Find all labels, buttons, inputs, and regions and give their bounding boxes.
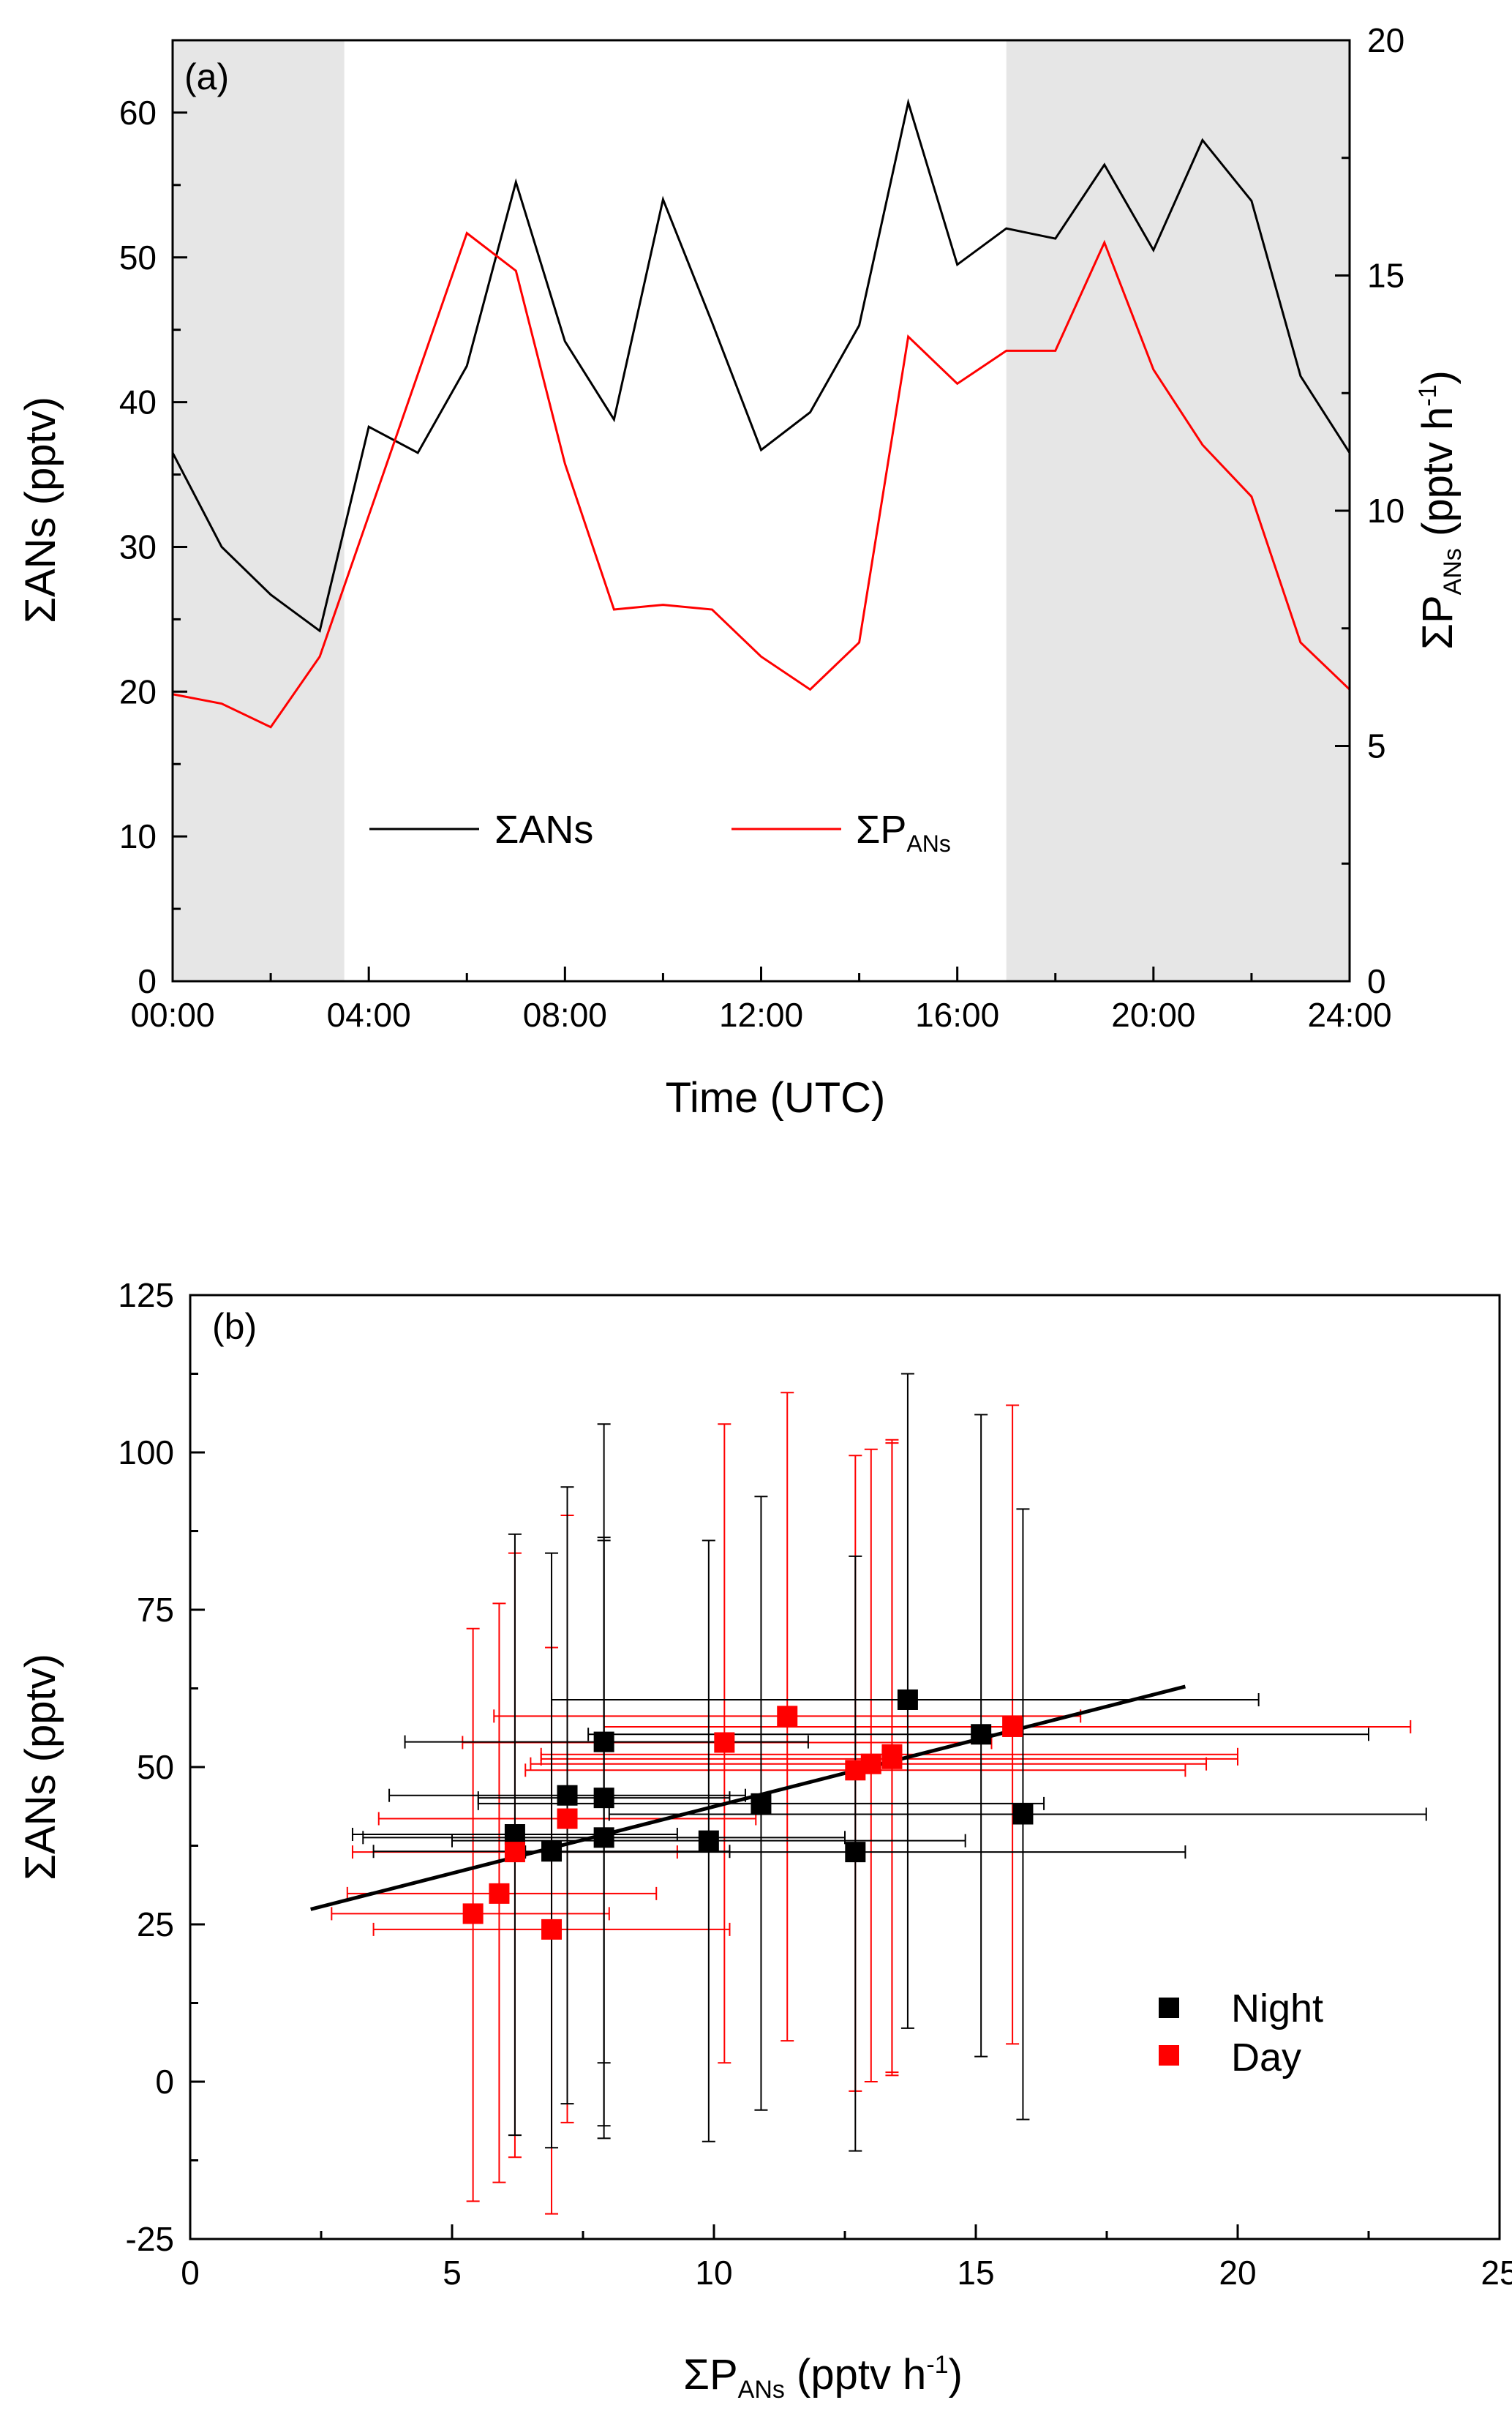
point-night-1 (541, 1841, 563, 1862)
x-title-close: ) (949, 2351, 963, 2399)
y-tick-label-125: 125 (118, 1276, 174, 1314)
series-line-sum-ans (171, 98, 1351, 633)
y-tick-label-20: 20 (119, 672, 157, 710)
x-tick-label-20-00: 20:00 (1111, 996, 1195, 1034)
point-night-4 (593, 1788, 614, 1809)
point-night-2 (557, 1785, 578, 1806)
x-axis-title-b: ΣPANs (pptv h-1) (683, 2351, 963, 2404)
panel-a-line-chart: 00:00 04:00 08:00 12:00 16:00 20:00 24:0001020… (17, 21, 1467, 1122)
point-day-0 (462, 1903, 484, 1924)
point-night-5 (593, 1827, 614, 1848)
point-day-11 (1002, 1716, 1023, 1737)
y-tick-label-10: 10 (119, 817, 157, 855)
x-axis-title: Time (UTC) (666, 1074, 886, 1122)
y-tick-label-100: 100 (118, 1433, 174, 1471)
legend-label-night: Night (1231, 1987, 1323, 2030)
y2-title-sup: -1 (1414, 384, 1442, 406)
y-tick-label-0: 0 (138, 962, 157, 1000)
y2-tick-label-0: 0 (1367, 962, 1386, 1000)
night-shade-1 (1006, 40, 1350, 981)
y2-axis-title: ΣPANs (pptv h-1) (1414, 370, 1467, 650)
x-tick-label-08-00: 08:00 (523, 996, 607, 1034)
legend-label-sum-p-ans: ΣPANs (856, 808, 951, 857)
point-day-10 (881, 1748, 903, 1769)
y-tick-label-40: 40 (119, 383, 157, 421)
point-day-4 (557, 1808, 578, 1829)
series-line-sum-p-ans (172, 231, 1351, 729)
point-night-3 (593, 1731, 614, 1752)
point-night-0 (504, 1824, 525, 1845)
panel-label: (a) (184, 56, 229, 97)
x-tick-label-15: 15 (957, 2254, 994, 2292)
y2-tick-label-10: 10 (1367, 492, 1404, 530)
fit-line (310, 1684, 1186, 1911)
y2-title-sub: ANs (1439, 548, 1467, 595)
point-day-1 (489, 1883, 510, 1904)
point-night-8 (845, 1842, 866, 1863)
x-tick-label-10: 10 (695, 2254, 732, 2292)
y-tick-label-25: -25 (126, 2220, 174, 2258)
point-day-8 (860, 1753, 881, 1774)
y2-title-main: ΣP (1414, 595, 1462, 650)
y2-tick-label-5: 5 (1367, 727, 1386, 765)
point-day-6 (777, 1706, 798, 1727)
legend: ΣANs ΣPANs (369, 808, 951, 857)
axis-ticks: 00:00 04:00 08:00 12:00 16:00 20:00 24:0001020… (119, 21, 1404, 1034)
y-tick-label-25: 25 (137, 1905, 174, 1943)
x-tick-label-5: 5 (443, 2254, 462, 2292)
y-tick-label-30: 30 (119, 528, 157, 566)
point-day-5 (714, 1732, 735, 1753)
x-title-rest: (pptv h (785, 2351, 926, 2399)
y-tick-label-50: 50 (119, 239, 157, 277)
point-night-11 (1012, 1804, 1034, 1825)
legend-b: Night Day (1159, 1987, 1323, 2079)
point-night-9 (897, 1689, 918, 1710)
point-day-2 (504, 1842, 525, 1863)
x-tick-label-16-00: 16:00 (915, 996, 999, 1034)
y-tick-label-75: 75 (137, 1591, 174, 1629)
x-title-sup: -1 (926, 2351, 948, 2379)
y-axis-title-b: ΣANs (pptv) (17, 1654, 64, 1880)
error-bars (331, 1373, 1427, 2215)
line-series-group (171, 98, 1351, 729)
y-tick-label-0: 0 (155, 2063, 174, 2101)
scatter-points (462, 1689, 1034, 1940)
y2-title-rest: (pptv h (1414, 407, 1462, 548)
x-title-sub: ANs (738, 2376, 785, 2404)
legend-swatch-day (1159, 2045, 1179, 2066)
y-tick-label-50: 50 (137, 1748, 174, 1786)
y2-title-close: ) (1414, 370, 1462, 384)
legend-label-sum-ans: ΣANs (494, 808, 593, 852)
y2-tick-label-15: 15 (1367, 257, 1404, 295)
x-tick-label-20: 20 (1219, 2254, 1256, 2292)
y-axis-title: ΣANs (pptv) (17, 397, 64, 623)
legend-label-main: ΣP (856, 808, 906, 852)
legend-label-sub: ANs (906, 830, 950, 857)
x-tick-label-24-00: 24:00 (1307, 996, 1391, 1034)
point-night-6 (698, 1830, 719, 1851)
y-tick-label-60: 60 (119, 94, 157, 132)
y2-tick-label-20: 20 (1367, 21, 1404, 59)
point-night-7 (751, 1793, 772, 1814)
x-tick-label-00-00: 00:00 (130, 996, 214, 1034)
x-tick-label-0: 0 (181, 2254, 200, 2292)
panel-label-b: (b) (212, 1306, 257, 1347)
x-title-main: ΣP (683, 2351, 738, 2399)
point-night-10 (971, 1724, 992, 1745)
x-tick-label-25: 25 (1481, 2254, 1512, 2292)
plot-frame-b (189, 1294, 1501, 2240)
legend-label-day: Day (1231, 2036, 1301, 2079)
night-shade-0 (173, 40, 345, 981)
x-tick-label-04-00: 04:00 (327, 996, 411, 1034)
x-tick-label-12-00: 12:00 (719, 996, 803, 1034)
legend-swatch-night (1159, 1998, 1179, 2018)
point-day-3 (541, 1919, 563, 1940)
